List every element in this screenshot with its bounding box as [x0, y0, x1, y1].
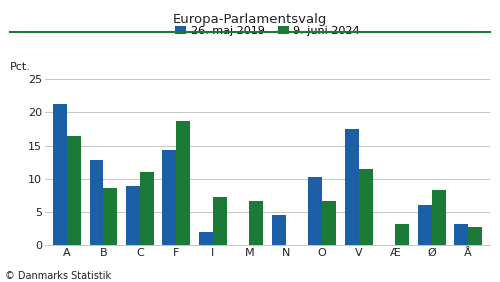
Bar: [418, 205, 432, 245]
Text: Pct.: Pct.: [10, 62, 30, 72]
Bar: [104, 188, 117, 245]
Bar: [199, 232, 213, 245]
Bar: [162, 149, 176, 245]
Bar: [308, 177, 322, 245]
Bar: [140, 172, 153, 245]
Bar: [322, 201, 336, 245]
Text: © Danmarks Statistik: © Danmarks Statistik: [5, 271, 111, 281]
Bar: [432, 190, 446, 245]
Bar: [358, 169, 372, 245]
Bar: [454, 224, 468, 245]
Bar: [126, 186, 140, 245]
Bar: [345, 129, 358, 245]
Bar: [213, 197, 226, 245]
Bar: [272, 215, 285, 245]
Bar: [395, 224, 409, 245]
Bar: [176, 121, 190, 245]
Bar: [53, 103, 67, 245]
Legend: 26. maj 2019, 9. juni 2024: 26. maj 2019, 9. juni 2024: [170, 21, 364, 40]
Bar: [468, 227, 482, 245]
Bar: [250, 201, 263, 245]
Text: Europa-Parlamentsvalg: Europa-Parlamentsvalg: [173, 13, 327, 26]
Bar: [67, 136, 80, 245]
Bar: [90, 160, 104, 245]
